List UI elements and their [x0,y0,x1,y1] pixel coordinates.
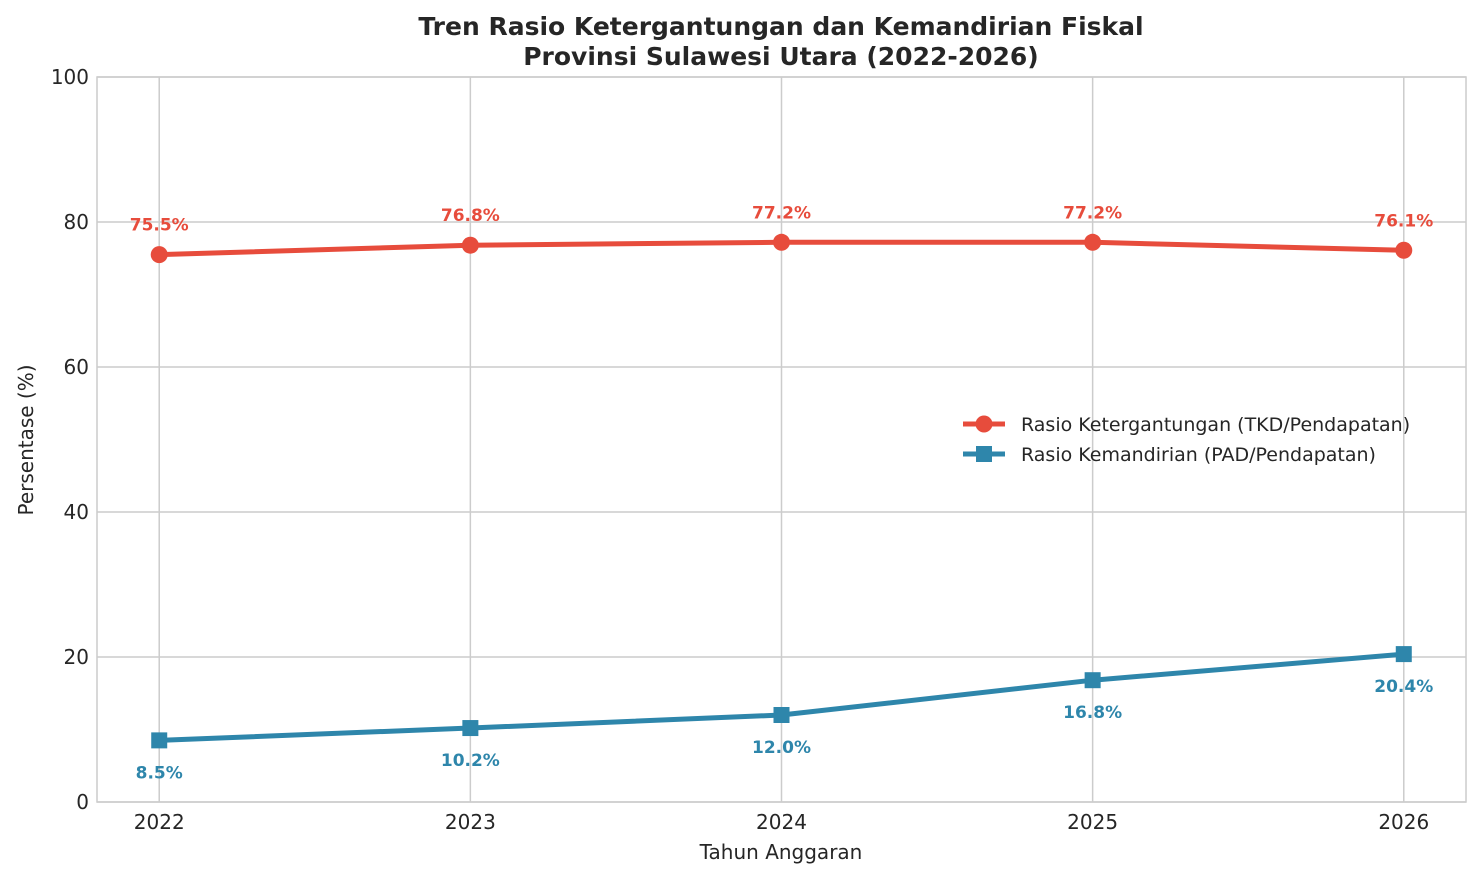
data-label: 10.2% [441,751,500,771]
data-point-marker [1084,672,1101,689]
legend-marker [975,415,993,433]
data-label: 16.8% [1063,703,1122,723]
data-point-marker [462,720,479,737]
x-tick-label: 2026 [1378,810,1429,834]
legend: Rasio Ketergantungan (TKD/Pendapatan) Ras… [963,414,1410,466]
y-tick-label: 60 [64,355,89,379]
data-label: 20.4% [1374,677,1433,697]
x-tick-label: 2022 [134,810,185,834]
x-tick-label: 2023 [445,810,496,834]
data-label: 75.5% [130,216,189,236]
data-label: 77.2% [752,203,811,223]
y-tick-label: 20 [64,645,89,669]
x-axis-label: Tahun Anggaran [699,840,863,864]
x-tick-label: 2025 [1067,810,1118,834]
data-label: 77.2% [1063,203,1122,223]
y-tick-label: 80 [64,210,89,234]
data-label: 12.0% [752,738,811,758]
data-point-marker [1084,233,1102,251]
y-tick-label: 40 [64,500,89,524]
chart-title-line-1: Tren Rasio Ketergantungan dan Kemandiria… [418,12,1143,41]
y-tick-label: 100 [51,65,89,89]
legend-entry-label: Rasio Ketergantungan (TKD/Pendapatan) [1021,414,1410,436]
data-point-marker [151,732,168,749]
plot-frame [96,76,1467,803]
legend-marker [976,446,992,462]
y-tick-label: 0 [76,790,89,814]
legend-entry-label: Rasio Kemandirian (PAD/Pendapatan) [1021,444,1376,466]
data-label: 76.1% [1374,211,1433,231]
data-point-marker [773,233,790,251]
data-point-marker [1395,646,1412,663]
data-point-marker [461,236,479,254]
y-axis-label: Persentase (%) [14,364,38,515]
data-point-marker [773,707,790,723]
data-point-marker [1395,241,1413,259]
x-tick-label: 2024 [756,810,807,834]
data-point-marker [150,246,168,264]
data-label: 8.5% [136,763,183,783]
data-label: 76.8% [441,206,500,226]
chart-title-line-2: Provinsi Sulawesi Utara (2022-2026) [523,42,1039,71]
